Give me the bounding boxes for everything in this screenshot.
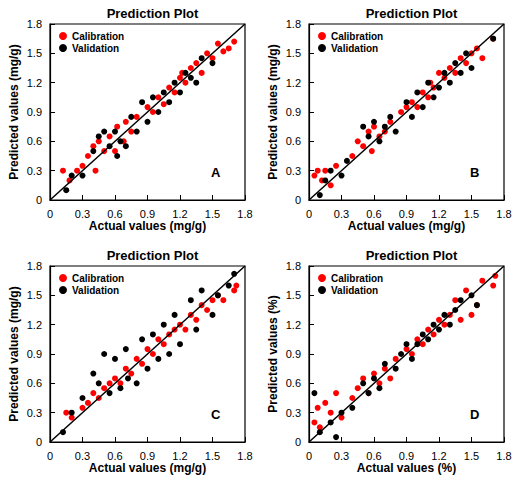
svg-text:Predicted values (mg/g): Predicted values (mg/g) [266,44,280,179]
svg-text:0.6: 0.6 [366,450,381,462]
svg-text:0.9: 0.9 [399,450,414,462]
svg-text:Calibration: Calibration [72,273,124,284]
svg-text:A: A [211,165,221,180]
svg-text:1.8: 1.8 [237,208,252,220]
svg-text:1.8: 1.8 [286,18,301,30]
svg-text:0.3: 0.3 [286,407,301,419]
svg-text:0.6: 0.6 [107,450,122,462]
svg-text:1.8: 1.8 [27,18,42,30]
svg-text:Predicted values (mg/g): Predicted values (mg/g) [7,44,21,179]
svg-text:0: 0 [47,450,53,462]
svg-text:1.8: 1.8 [496,208,511,220]
svg-text:1.2: 1.2 [431,450,446,462]
svg-text:1.2: 1.2 [172,450,187,462]
svg-text:Prediction Plot: Prediction Plot [366,248,458,263]
svg-text:0.3: 0.3 [75,208,90,220]
svg-text:Predicted values (mg/g): Predicted values (mg/g) [7,286,21,421]
svg-text:1.5: 1.5 [205,450,220,462]
svg-text:1.2: 1.2 [286,77,301,89]
svg-text:1.5: 1.5 [286,289,301,301]
svg-text:0: 0 [47,208,53,220]
svg-text:0.3: 0.3 [286,165,301,177]
svg-text:1.5: 1.5 [27,289,42,301]
svg-text:0: 0 [295,194,301,206]
svg-text:0.9: 0.9 [140,450,155,462]
svg-text:C: C [211,407,221,422]
svg-text:1.8: 1.8 [27,260,42,272]
svg-text:0.9: 0.9 [286,106,301,118]
svg-text:0.9: 0.9 [27,348,42,360]
svg-text:Actual values (mg/g): Actual values (mg/g) [348,219,465,233]
svg-text:D: D [470,407,479,422]
svg-text:0: 0 [295,436,301,448]
svg-text:1.2: 1.2 [172,208,187,220]
svg-text:0.3: 0.3 [334,208,349,220]
svg-text:0.6: 0.6 [27,135,42,147]
svg-text:0.6: 0.6 [107,208,122,220]
svg-text:1.5: 1.5 [205,208,220,220]
svg-text:1.8: 1.8 [496,450,511,462]
svg-text:Predicted values (%): Predicted values (%) [266,295,280,412]
svg-text:Prediction Plot: Prediction Plot [107,6,199,21]
svg-text:Validation: Validation [331,43,378,54]
svg-text:Prediction Plot: Prediction Plot [366,6,458,21]
svg-text:1.5: 1.5 [464,450,479,462]
svg-text:0: 0 [306,450,312,462]
svg-text:0.6: 0.6 [286,377,301,389]
svg-text:1.2: 1.2 [431,208,446,220]
svg-text:Calibration: Calibration [331,31,383,42]
svg-text:1.2: 1.2 [27,77,42,89]
svg-text:1.5: 1.5 [27,47,42,59]
svg-text:0: 0 [306,208,312,220]
svg-text:0.3: 0.3 [27,407,42,419]
svg-text:1.5: 1.5 [286,47,301,59]
svg-text:1.2: 1.2 [27,319,42,331]
svg-text:0.9: 0.9 [286,348,301,360]
svg-text:Validation: Validation [72,43,119,54]
svg-text:0.9: 0.9 [399,208,414,220]
svg-text:0.9: 0.9 [27,106,42,118]
svg-text:Validation: Validation [72,285,119,296]
svg-text:1.2: 1.2 [286,319,301,331]
svg-text:0.3: 0.3 [75,450,90,462]
svg-text:0.6: 0.6 [27,377,42,389]
svg-text:0.6: 0.6 [286,135,301,147]
svg-text:0.3: 0.3 [27,165,42,177]
svg-text:0.6: 0.6 [366,208,381,220]
svg-text:1.8: 1.8 [286,260,301,272]
svg-text:Actual values (mg/g): Actual values (mg/g) [89,219,206,233]
svg-text:Actual values (%): Actual values (%) [357,461,456,475]
svg-text:Calibration: Calibration [331,273,383,284]
svg-text:Prediction Plot: Prediction Plot [107,248,199,263]
svg-text:1.8: 1.8 [237,450,252,462]
svg-text:Calibration: Calibration [72,31,124,42]
svg-text:0.3: 0.3 [334,450,349,462]
svg-text:B: B [470,165,479,180]
svg-text:Actual values (mg/g): Actual values (mg/g) [89,461,206,475]
svg-text:0: 0 [36,436,42,448]
svg-text:0: 0 [36,194,42,206]
svg-text:Validation: Validation [331,285,378,296]
svg-text:1.5: 1.5 [464,208,479,220]
svg-text:0.9: 0.9 [140,208,155,220]
